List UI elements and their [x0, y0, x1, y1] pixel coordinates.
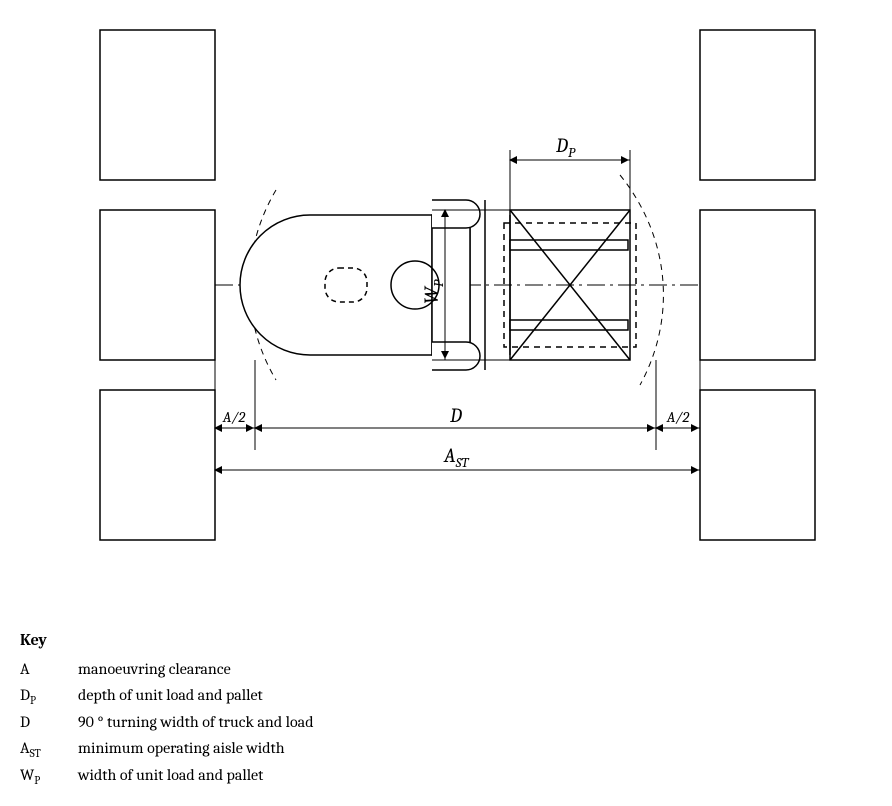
key-title: Key [20, 628, 314, 653]
key-sym: A [20, 657, 60, 684]
key-row: A manoeuvring clearance [20, 657, 314, 684]
aisle-width-diagram: DP WP A/2 A/2 D AST [0, 0, 892, 628]
label-a2-right: A/2 [666, 408, 690, 426]
left-rack [100, 30, 215, 540]
key-row: WP width of unit load and pallet [20, 763, 314, 790]
key-row: DP depth of unit load and pallet [20, 683, 314, 710]
key-sym: AST [20, 736, 60, 763]
key-desc: width of unit load and pallet [78, 763, 263, 788]
label-dp: DP [555, 134, 576, 161]
key-sym: WP [20, 763, 60, 790]
key-row: AST minimum operating aisle width [20, 736, 314, 763]
key-desc: 90 ° turning width of truck and load [78, 710, 314, 735]
key-sym: D [20, 710, 60, 737]
key-desc: minimum operating aisle width [78, 736, 285, 761]
label-ast: AST [443, 444, 469, 471]
key-desc: depth of unit load and pallet [78, 683, 263, 708]
key-legend: Key A manoeuvring clearance DP depth of … [20, 628, 314, 790]
right-rack [700, 30, 815, 540]
key-desc: manoeuvring clearance [78, 657, 231, 682]
dimension-a2-left [215, 360, 255, 450]
label-d: D [449, 404, 462, 427]
label-a2-left: A/2 [222, 408, 246, 426]
key-sym: DP [20, 683, 60, 710]
key-row: D 90 ° turning width of truck and load [20, 710, 314, 737]
unit-load [504, 210, 636, 360]
